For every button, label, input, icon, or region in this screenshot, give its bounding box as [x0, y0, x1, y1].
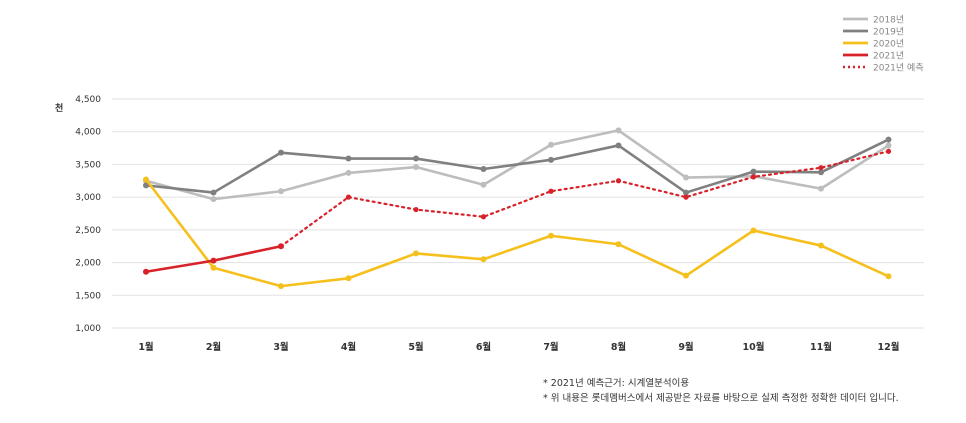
- x-tick-label-7: 7월: [543, 341, 558, 353]
- point-s5-11: [818, 165, 824, 171]
- point-s4-2: [210, 257, 217, 264]
- point-s3-2: [210, 264, 217, 271]
- legend-label-3: 2020년: [873, 39, 904, 50]
- footnote-forecast-basis: * 2021년 예측근거: 시계열분석이용: [543, 377, 689, 389]
- point-s1-9: [683, 174, 689, 181]
- point-s3-6: [480, 256, 487, 263]
- series-3: [143, 176, 892, 290]
- point-s1-2: [210, 196, 217, 203]
- point-s2-3: [278, 149, 284, 156]
- y-axis-label: 천: [55, 103, 63, 114]
- point-s5-3: [278, 243, 284, 249]
- point-s3-7: [548, 232, 554, 239]
- point-s2-2: [210, 189, 217, 196]
- legend-label-2: 2019년: [873, 27, 904, 38]
- point-s5-9: [683, 194, 689, 200]
- point-s2-8: [615, 142, 622, 149]
- x-tick-label-1: 1월: [138, 341, 153, 353]
- point-s1-5: [413, 164, 419, 171]
- point-s2-6: [480, 166, 487, 173]
- series-lines: [143, 127, 892, 290]
- x-axis-ticks: 1월 2월 3월 4월 5월 6월 7월 8월 9월 10월 11월 12월: [138, 341, 899, 353]
- point-s2-5: [413, 155, 419, 162]
- y-tick-label-3500: 3,500: [75, 160, 101, 170]
- x-tick-label-8: 8월: [611, 341, 626, 353]
- series-5: [278, 148, 892, 249]
- point-s5-6: [480, 214, 487, 220]
- point-s5-8: [615, 178, 622, 184]
- point-s5-5: [413, 206, 419, 213]
- point-s2-9: [683, 189, 689, 196]
- point-s1-8: [615, 127, 622, 134]
- point-s5-12: [885, 148, 892, 154]
- point-s4-1: [143, 268, 149, 275]
- point-s5-10: [750, 174, 757, 180]
- point-s2-4: [345, 155, 352, 162]
- x-tick-label-5: 5월: [408, 341, 423, 353]
- point-s3-3: [278, 283, 284, 290]
- point-s1-11: [818, 185, 824, 192]
- point-s2-7: [548, 156, 554, 163]
- point-s2-11: [818, 169, 824, 176]
- y-tick-label-1000: 1,000: [75, 324, 101, 334]
- y-tick-label-2000: 2,000: [75, 259, 101, 269]
- x-tick-label-6: 6월: [476, 341, 491, 353]
- series-line-3: [144, 178, 890, 288]
- point-s2-1: [143, 182, 149, 189]
- point-s3-12: [885, 273, 892, 280]
- point-s1-7: [548, 141, 554, 148]
- point-s2-10: [750, 168, 757, 175]
- y-tick-label-4500: 4,500: [75, 95, 101, 105]
- x-tick-label-10: 10월: [743, 341, 765, 353]
- y-tick-label-3000: 3,000: [75, 193, 101, 203]
- y-tick-label-4000: 4,000: [75, 128, 101, 138]
- y-axis-ticks: 1,000 1,500 2,000 2,500 3,000 3,500 4,000 4,500: [75, 95, 101, 334]
- legend-label-1: 2018년: [873, 15, 904, 26]
- x-tick-label-2: 2월: [206, 341, 221, 353]
- x-tick-label-9: 9월: [678, 341, 693, 353]
- point-s3-4: [345, 275, 352, 282]
- point-s1-6: [480, 181, 487, 188]
- series-line-2: [144, 138, 890, 194]
- point-s5-4: [345, 194, 352, 200]
- point-s3-5: [413, 250, 419, 257]
- y-tick-label-2500: 2,500: [75, 226, 101, 236]
- legend-label-5: 2021년 예측: [873, 63, 924, 74]
- x-tick-label-12: 12월: [878, 341, 900, 353]
- point-s5-7: [548, 188, 554, 194]
- point-s3-11: [818, 242, 824, 249]
- x-tick-label-3: 3월: [273, 341, 288, 353]
- point-s3-9: [683, 272, 689, 279]
- point-s1-12: [885, 142, 892, 149]
- point-s3-10: [750, 227, 757, 234]
- y-tick-label-1500: 1,500: [75, 291, 101, 301]
- series-line-5: [279, 150, 890, 248]
- x-tick-label-11: 11월: [810, 341, 832, 353]
- gridlines: [112, 98, 924, 329]
- footnote-data-source: * 위 내용은 롯데멤버스에서 제공받은 자료를 바탕으로 실제 측정한 정확한…: [543, 392, 899, 404]
- legend-label-4: 2021년: [873, 51, 904, 62]
- point-s2-12: [885, 136, 892, 143]
- point-s1-3: [278, 188, 284, 195]
- point-s3-1: [143, 176, 149, 183]
- point-s3-8: [615, 241, 622, 248]
- point-s1-4: [345, 169, 352, 176]
- x-tick-label-4: 4월: [341, 341, 356, 353]
- series-2: [143, 136, 892, 196]
